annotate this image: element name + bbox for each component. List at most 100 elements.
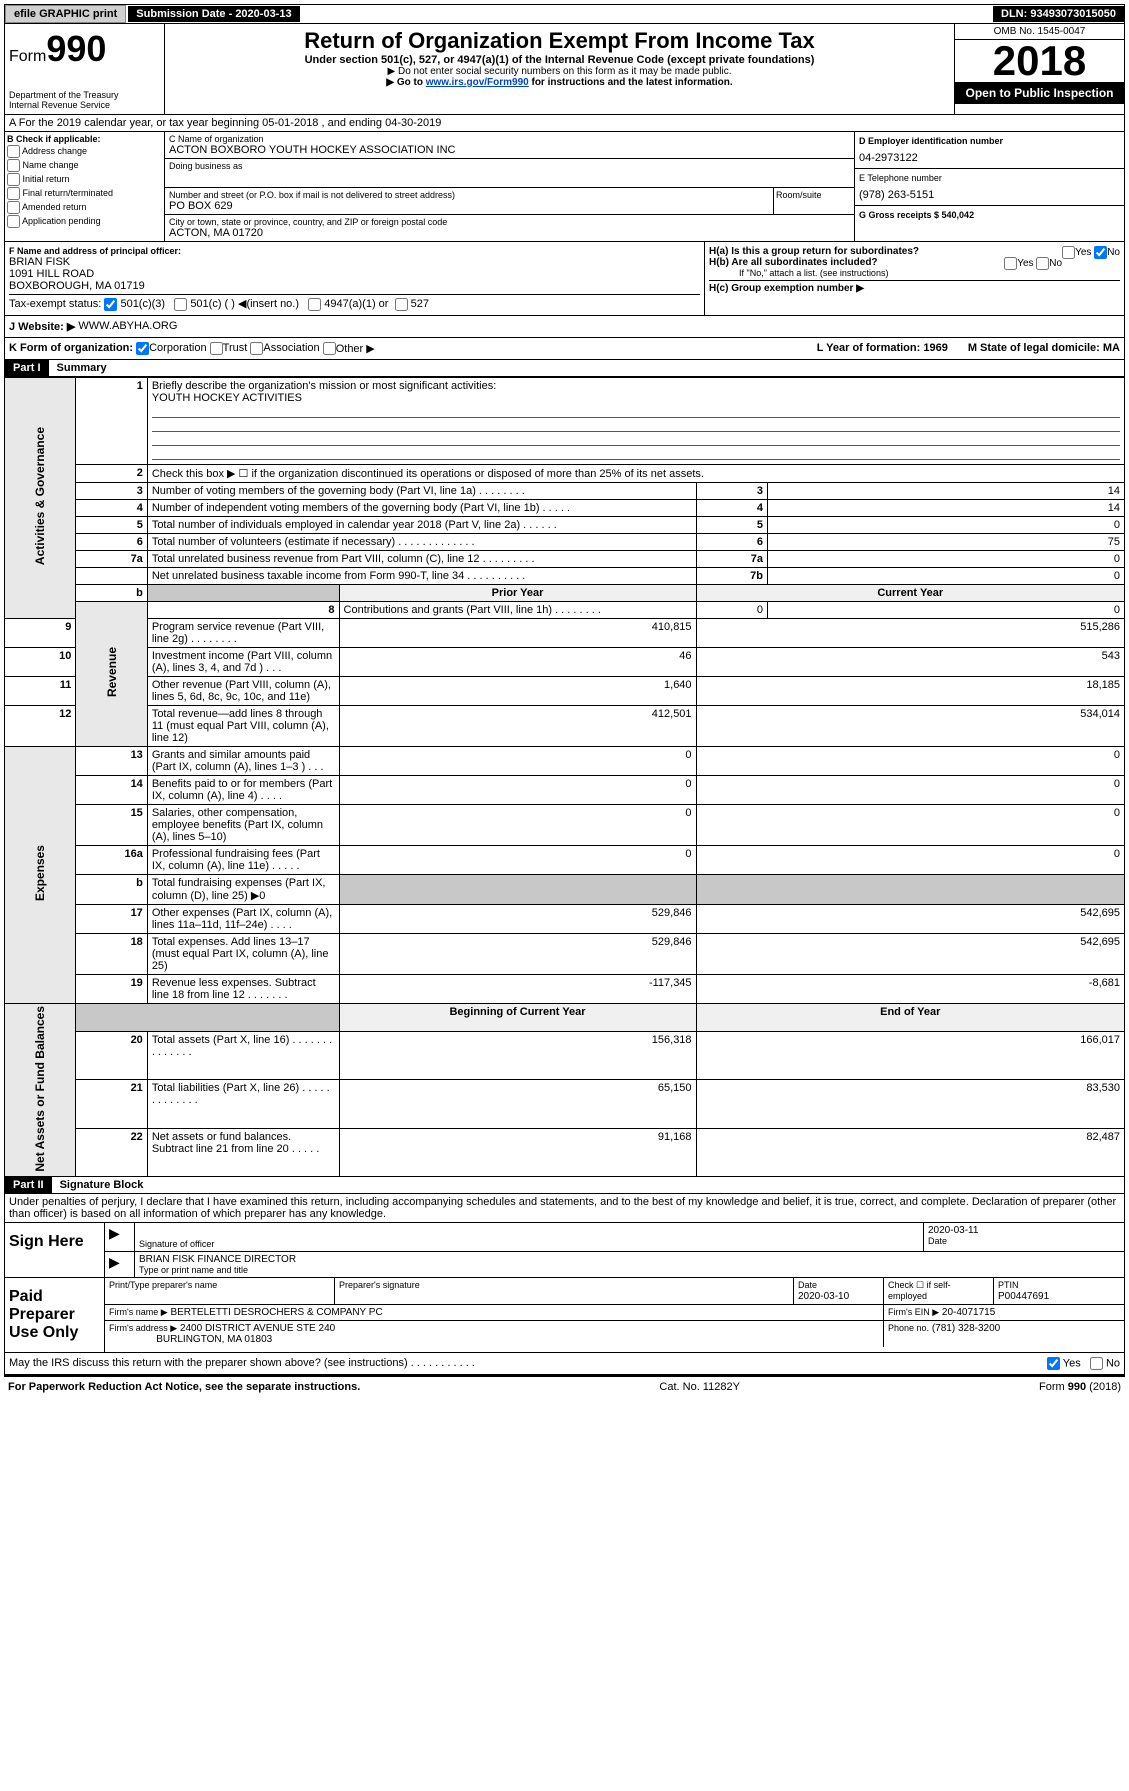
open-to-public: Open to Public Inspection bbox=[955, 82, 1124, 104]
box-no: 5 bbox=[696, 516, 767, 533]
firm-ein: 20-4071715 bbox=[942, 1307, 995, 1318]
part1-title: Summary bbox=[49, 360, 115, 376]
blank bbox=[147, 584, 339, 601]
chk-label: Final return/terminated bbox=[23, 188, 114, 198]
line2: Check this box ▶ ☐ if the organization d… bbox=[147, 464, 1124, 482]
curr-val: 543 bbox=[696, 647, 1124, 676]
chk-app-pending[interactable]: Application pending bbox=[7, 215, 162, 228]
row-fgh: F Name and address of principal officer:… bbox=[4, 242, 1125, 316]
lbl-4947: 4947(a)(1) or bbox=[324, 298, 388, 310]
arrow-icon: ▶ bbox=[109, 1225, 120, 1241]
discuss-no[interactable] bbox=[1090, 1357, 1103, 1370]
chk-501c3[interactable] bbox=[104, 298, 117, 311]
prior-val: 156,318 bbox=[339, 1031, 696, 1079]
chk-501c[interactable] bbox=[174, 298, 187, 311]
firm-name: BERTELETTI DESROCHERS & COMPANY PC bbox=[170, 1307, 382, 1318]
box-no: 7a bbox=[696, 550, 767, 567]
sidetab-label: Expenses bbox=[33, 845, 47, 901]
curr-val: 542,695 bbox=[696, 933, 1124, 974]
line-label: Grants and similar amounts paid (Part IX… bbox=[147, 746, 339, 775]
prior-val: 529,846 bbox=[339, 904, 696, 933]
col-b-label: B Check if applicable: bbox=[7, 134, 162, 144]
line-value: 14 bbox=[767, 499, 1124, 516]
hb-yes[interactable] bbox=[1004, 257, 1017, 270]
chk-assoc[interactable] bbox=[250, 342, 263, 355]
dln: DLN: 93493073015050 bbox=[993, 6, 1124, 22]
sidetab-net-assets: Net Assets or Fund Balances bbox=[5, 1003, 76, 1177]
discuss-yes[interactable] bbox=[1047, 1357, 1060, 1370]
lineno: 5 bbox=[76, 516, 147, 533]
tax-year: 2018 bbox=[955, 40, 1124, 82]
efile-button[interactable]: efile GRAPHIC print bbox=[5, 5, 126, 23]
ha-no[interactable] bbox=[1094, 246, 1107, 259]
col-b-checkboxes: B Check if applicable: Address change Na… bbox=[5, 132, 165, 241]
m-state-domicile: M State of legal domicile: MA bbox=[968, 342, 1120, 354]
chk-initial-return[interactable]: Initial return bbox=[7, 173, 162, 186]
no-label: No bbox=[1049, 258, 1062, 269]
curr-val: 0 bbox=[696, 746, 1124, 775]
ha-label: H(a) Is this a group return for subordin… bbox=[709, 246, 919, 257]
prior-val: 529,846 bbox=[339, 933, 696, 974]
lineno: 7a bbox=[76, 550, 147, 567]
curr-val: 0 bbox=[696, 775, 1124, 804]
room-suite-label: Room/suite bbox=[774, 188, 854, 214]
discuss-q: May the IRS discuss this return with the… bbox=[9, 1357, 475, 1370]
hb-no[interactable] bbox=[1036, 257, 1049, 270]
firm-addr-label: Firm's address ▶ bbox=[109, 1323, 177, 1333]
tax-exempt-label: Tax-exempt status: bbox=[9, 298, 101, 310]
part2-title: Signature Block bbox=[52, 1177, 152, 1193]
prior-val: 0 bbox=[339, 804, 696, 845]
sidetab-revenue: Revenue bbox=[76, 601, 147, 746]
curr-val: 82,487 bbox=[696, 1128, 1124, 1176]
chk-label: Name change bbox=[23, 160, 79, 170]
chk-address-change[interactable]: Address change bbox=[7, 145, 162, 158]
lineno: 12 bbox=[5, 705, 76, 746]
lineno: 19 bbox=[76, 974, 147, 1003]
line-label: Benefits paid to or for members (Part IX… bbox=[147, 775, 339, 804]
line-value: 0 bbox=[767, 550, 1124, 567]
chk-amended[interactable]: Amended return bbox=[7, 201, 162, 214]
subtitle-1: Under section 501(c), 527, or 4947(a)(1)… bbox=[169, 54, 950, 66]
part2-header-row: Part II Signature Block bbox=[4, 1177, 1125, 1194]
no-label: No bbox=[1106, 1358, 1120, 1370]
chk-trust[interactable] bbox=[210, 342, 223, 355]
lbl-501c: 501(c) ( ) ◀(insert no.) bbox=[190, 298, 299, 310]
k-label: K Form of organization: bbox=[9, 342, 133, 354]
lbl-527: 527 bbox=[411, 298, 429, 310]
chk-label: Application pending bbox=[22, 216, 101, 226]
curr-val: 0 bbox=[696, 804, 1124, 845]
prior-val: 46 bbox=[339, 647, 696, 676]
curr-val: 83,530 bbox=[696, 1080, 1124, 1128]
chk-other[interactable] bbox=[323, 342, 336, 355]
sign-here-section: Sign Here ▶ Signature of officer 2020-03… bbox=[4, 1223, 1125, 1278]
curr-val: 515,286 bbox=[696, 618, 1124, 647]
chk-name-change[interactable]: Name change bbox=[7, 159, 162, 172]
officer-label: F Name and address of principal officer: bbox=[9, 246, 700, 256]
form-no: 990 bbox=[46, 28, 106, 69]
sidetab-label: Activities & Governance bbox=[33, 427, 47, 565]
curr-val: 542,695 bbox=[696, 904, 1124, 933]
sig-name-label: Type or print name and title bbox=[139, 1265, 1120, 1275]
line-label: Total expenses. Add lines 13–17 (must eq… bbox=[147, 933, 339, 974]
curr-val: 0 bbox=[767, 601, 1124, 618]
part1-header: Part I bbox=[5, 360, 49, 376]
lineno: 8 bbox=[147, 601, 339, 618]
firm-ein-label: Firm's EIN ▶ bbox=[888, 1307, 939, 1317]
chk-527[interactable] bbox=[395, 298, 408, 311]
box-no: 6 bbox=[696, 533, 767, 550]
lineno: 11 bbox=[5, 676, 76, 705]
lineno: 14 bbox=[76, 775, 147, 804]
ha-yes[interactable] bbox=[1062, 246, 1075, 259]
sidetab-label: Revenue bbox=[105, 647, 119, 697]
discuss-row: May the IRS discuss this return with the… bbox=[4, 1353, 1125, 1375]
chk-final-return[interactable]: Final return/terminated bbox=[7, 187, 162, 200]
eoy-head: End of Year bbox=[696, 1003, 1124, 1031]
chk-4947[interactable] bbox=[308, 298, 321, 311]
lineno: b bbox=[76, 874, 147, 904]
line-label: Total fundraising expenses (Part IX, col… bbox=[147, 874, 339, 904]
no-label: No bbox=[1107, 247, 1120, 258]
irs-link[interactable]: www.irs.gov/Form990 bbox=[426, 77, 529, 88]
chk-corp[interactable] bbox=[136, 342, 149, 355]
footer: For Paperwork Reduction Act Notice, see … bbox=[4, 1375, 1125, 1397]
curr-val: -8,681 bbox=[696, 974, 1124, 1003]
